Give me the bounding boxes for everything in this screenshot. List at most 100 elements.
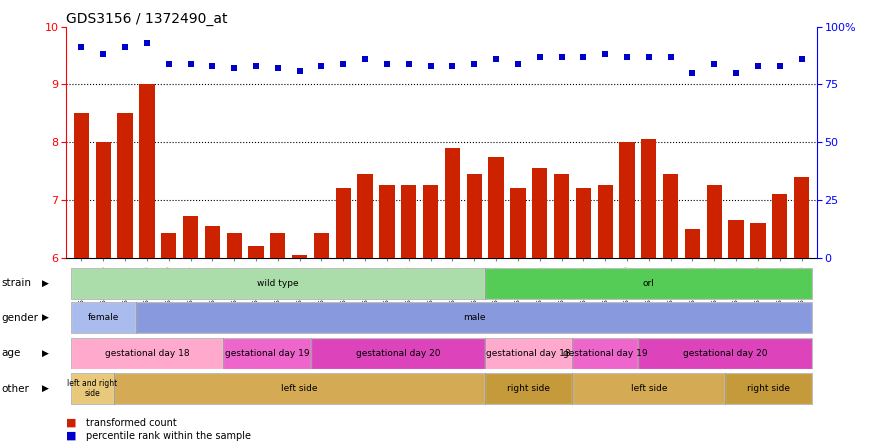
Text: ▶: ▶	[42, 384, 49, 393]
Point	[271, 65, 285, 72]
Text: ■: ■	[66, 431, 77, 441]
Text: gestational day 18: gestational day 18	[487, 349, 571, 358]
Text: other: other	[2, 384, 30, 394]
Point	[532, 53, 547, 60]
Bar	[71, 337, 223, 369]
Bar	[728, 220, 743, 258]
Point	[773, 62, 787, 69]
Bar	[554, 174, 570, 258]
Bar	[725, 373, 812, 404]
Bar	[71, 268, 485, 299]
Bar	[619, 142, 635, 258]
Point	[685, 69, 699, 76]
Point	[598, 51, 612, 58]
Text: ▶: ▶	[42, 349, 49, 358]
Text: left side: left side	[282, 384, 318, 393]
Point	[555, 53, 569, 60]
Point	[336, 60, 351, 67]
Point	[227, 65, 241, 72]
Point	[424, 62, 438, 69]
Text: ■: ■	[66, 418, 77, 428]
Bar	[140, 84, 155, 258]
Point	[140, 39, 154, 46]
Bar	[485, 268, 812, 299]
Bar	[311, 337, 485, 369]
Bar	[663, 174, 678, 258]
Bar	[95, 142, 111, 258]
Text: gestational day 20: gestational day 20	[356, 349, 440, 358]
Text: gestational day 20: gestational day 20	[683, 349, 767, 358]
Bar	[794, 177, 809, 258]
Text: right side: right side	[747, 384, 790, 393]
Bar	[270, 233, 285, 258]
Bar	[572, 337, 638, 369]
Bar	[485, 337, 572, 369]
Point	[489, 56, 503, 63]
Point	[467, 60, 481, 67]
Bar	[488, 157, 503, 258]
Bar	[510, 188, 525, 258]
Bar	[114, 373, 485, 404]
Bar	[532, 168, 547, 258]
Text: ▶: ▶	[42, 313, 49, 322]
Bar	[466, 174, 482, 258]
Bar	[772, 194, 788, 258]
Bar	[358, 174, 373, 258]
Bar	[706, 186, 722, 258]
Bar	[380, 186, 395, 258]
Bar	[71, 373, 114, 404]
Point	[96, 51, 110, 58]
Bar	[71, 268, 485, 299]
Bar	[638, 337, 812, 369]
Text: GDS3156 / 1372490_at: GDS3156 / 1372490_at	[66, 12, 228, 26]
Text: gestational day 19: gestational day 19	[562, 349, 647, 358]
Bar	[725, 373, 812, 404]
Bar	[71, 373, 114, 404]
Text: left side: left side	[630, 384, 667, 393]
Bar	[336, 188, 351, 258]
Bar	[572, 373, 725, 404]
Point	[162, 60, 176, 67]
Point	[292, 67, 306, 74]
Point	[445, 62, 459, 69]
Bar	[205, 226, 220, 258]
Bar	[183, 216, 198, 258]
Point	[729, 69, 743, 76]
Text: female: female	[87, 313, 119, 322]
Bar	[223, 337, 311, 369]
Point	[74, 44, 88, 51]
Bar	[572, 373, 725, 404]
Bar	[401, 186, 417, 258]
Bar	[71, 302, 136, 333]
Bar	[598, 186, 613, 258]
Bar	[227, 233, 242, 258]
Text: orl: orl	[643, 279, 654, 288]
Point	[206, 62, 220, 69]
Bar	[445, 148, 460, 258]
Point	[577, 53, 591, 60]
Bar	[248, 246, 264, 258]
Point	[358, 56, 373, 63]
Bar	[685, 229, 700, 258]
Text: strain: strain	[2, 278, 32, 289]
Text: transformed count: transformed count	[86, 418, 177, 428]
Point	[795, 56, 809, 63]
Text: right side: right side	[507, 384, 550, 393]
Bar	[485, 337, 572, 369]
Bar	[572, 337, 638, 369]
Text: left and right
side: left and right side	[67, 379, 117, 398]
Point	[751, 62, 765, 69]
Bar	[485, 268, 812, 299]
Bar	[641, 139, 656, 258]
Bar	[423, 186, 438, 258]
Point	[380, 60, 394, 67]
Point	[620, 53, 634, 60]
Point	[510, 60, 525, 67]
Text: age: age	[2, 348, 21, 358]
Text: ▶: ▶	[42, 279, 49, 288]
Text: wild type: wild type	[257, 279, 298, 288]
Point	[184, 60, 198, 67]
Bar	[71, 302, 136, 333]
Bar	[223, 337, 311, 369]
Text: gestational day 18: gestational day 18	[105, 349, 189, 358]
